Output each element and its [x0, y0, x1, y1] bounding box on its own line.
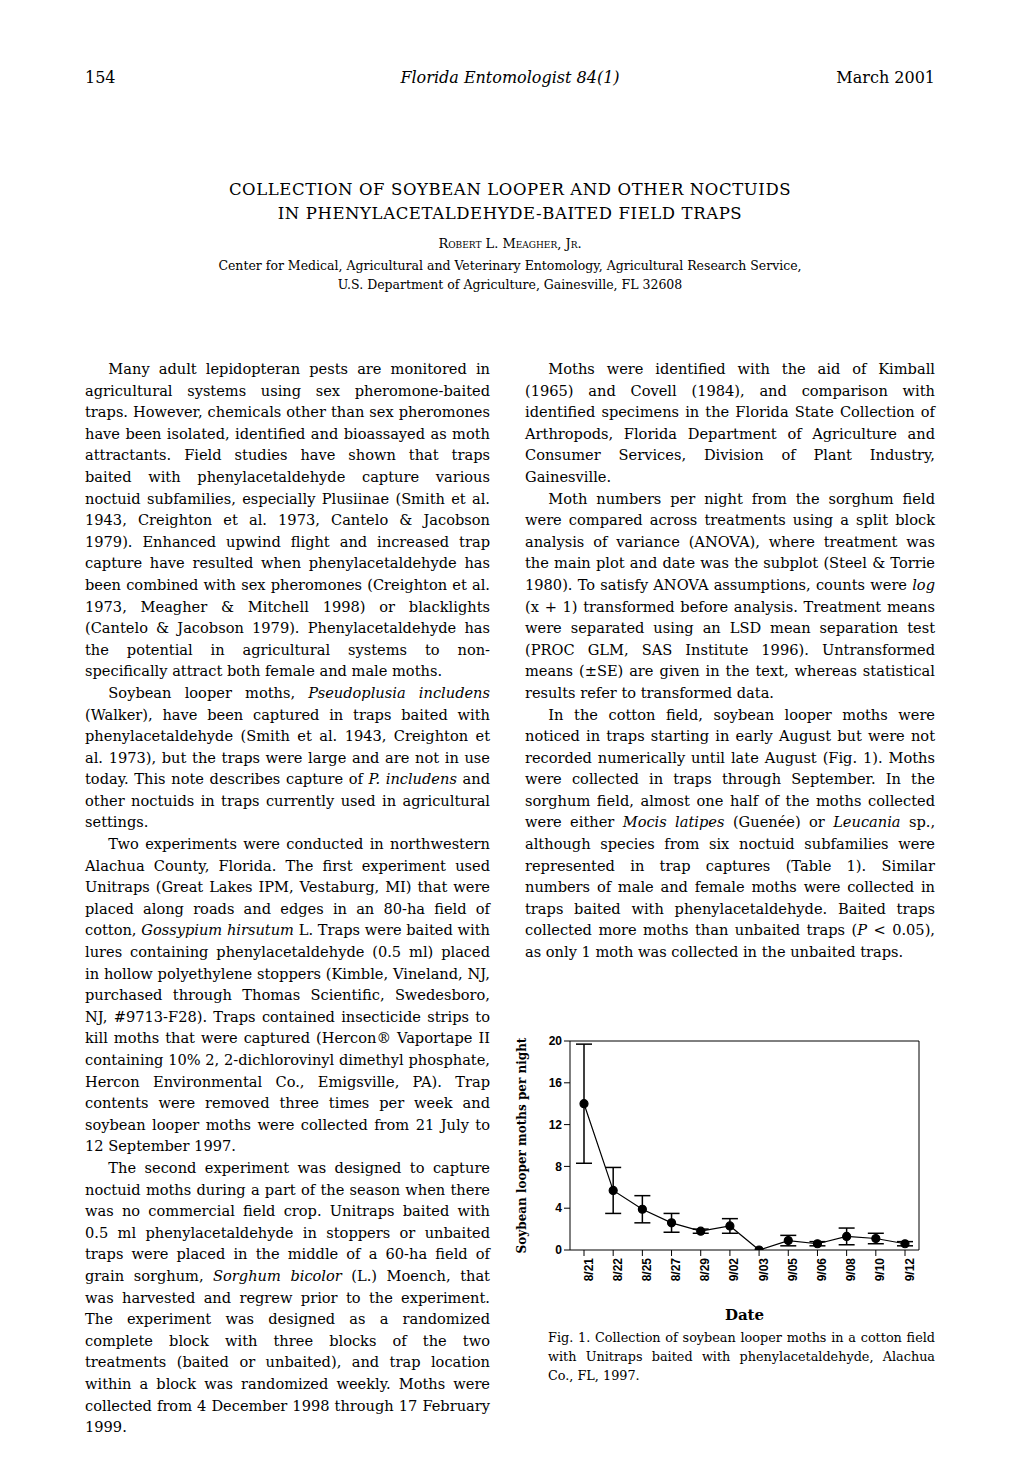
svg-text:0: 0	[555, 1243, 562, 1257]
html-text:Many adult lepidopteran pests: Many adult lepidopteran pests are monito…	[85, 360, 490, 680]
html-text:Moth numbers per night from th: Moth numbers per night from the sorghum …	[525, 489, 935, 593]
html-text:COLLECTION OF SOYBEAN LOOPER A: COLLECTION OF SOYBEAN LOOPER AND OTHER N…	[228, 180, 792, 199]
html-text:Florida Entomologist 84(1): Florida Entomologist 84(1)	[400, 68, 620, 87]
html-text:Robert L. Meagher, Jr.: Robert L. Meagher, Jr.	[438, 236, 582, 251]
html-text:Moths were identified with the: Moths were identified with the aid of Ki…	[525, 360, 935, 485]
svg-text:8/21: 8/21	[582, 1258, 596, 1282]
html-text:IN PHENYLACETALDEHYDE-BAITED F: IN PHENYLACETALDEHYDE-BAITED FIELD TRAPS	[277, 204, 743, 223]
html-text:The second experiment was desi: The second experiment was designed to ca…	[85, 1159, 490, 1436]
svg-text:9/12: 9/12	[903, 1258, 917, 1282]
svg-text:8/22: 8/22	[611, 1258, 625, 1282]
html-text:March 2001: March 2001	[836, 68, 935, 87]
html-text:Two experiments were conducted: Two experiments were conducted in northw…	[85, 835, 490, 1155]
svg-text:20: 20	[549, 1034, 563, 1048]
svg-text:4: 4	[555, 1201, 562, 1215]
svg-text:9/06: 9/06	[815, 1258, 829, 1282]
html-text:154: 154	[85, 68, 116, 87]
svg-text:16: 16	[549, 1076, 563, 1090]
html-text:(Walker), have been captured i: (Walker), have been captured in traps ba…	[85, 705, 490, 831]
svg-text:12: 12	[549, 1118, 563, 1132]
html-text:Fig. 1. Collection of soybean: Fig. 1. Collection of soybean looper mot…	[548, 1330, 935, 1383]
svg-text:9/05: 9/05	[786, 1258, 800, 1282]
html-text:(x + 1) transformed before ana: (x + 1) transformed before analysis. Tre…	[525, 597, 935, 701]
svg-text:Soybean looper moths per night: Soybean looper moths per night	[515, 1037, 529, 1253]
svg-text:9/02: 9/02	[727, 1258, 741, 1282]
svg-text:9/10: 9/10	[873, 1258, 887, 1282]
svg-text:9/08: 9/08	[844, 1258, 858, 1282]
html-text:In the cotton field, soybean l: In the cotton field, soybean looper moth…	[525, 705, 935, 960]
svg-text:8/25: 8/25	[640, 1258, 654, 1282]
svg-text:8: 8	[555, 1160, 562, 1174]
html-text:Soybean looper moths, Pseudopl: Soybean looper moths, Pseudoplusia inclu…	[108, 683, 490, 701]
svg-text:Date: Date	[725, 1306, 764, 1324]
html-text:Center for Medical, Agricultur: Center for Medical, Agricultural and Vet…	[218, 258, 802, 273]
html-text:U.S. Department of Agriculture: U.S. Department of Agriculture, Gainesvi…	[337, 277, 683, 292]
svg-text:8/29: 8/29	[698, 1258, 712, 1282]
svg-text:8/27: 8/27	[669, 1258, 683, 1282]
svg-text:9/03: 9/03	[757, 1258, 771, 1282]
